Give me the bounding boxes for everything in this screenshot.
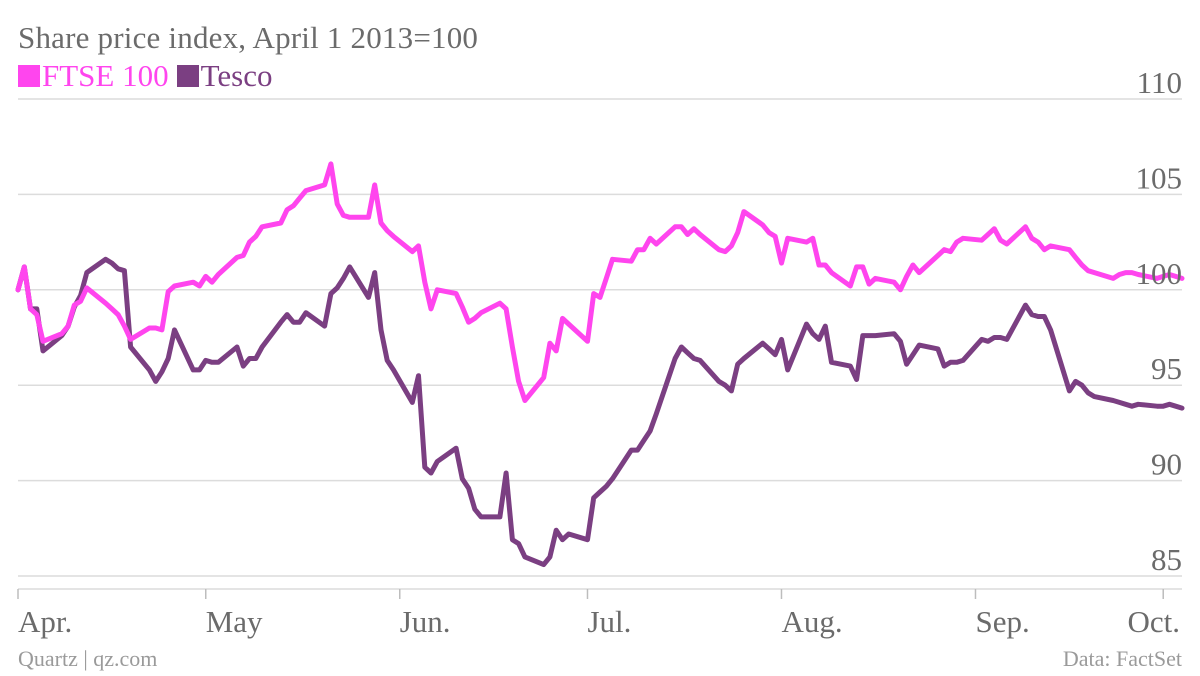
legend-item-ftse: FTSE 100 (18, 58, 169, 94)
y-tick-label-95: 95 (1151, 351, 1182, 386)
y-tick-label-85: 85 (1151, 542, 1182, 577)
legend-label-tesco: Tesco (200, 58, 273, 93)
y-tick-label-100: 100 (1136, 256, 1183, 291)
data-source: Data: FactSet (1062, 646, 1182, 671)
x-tick-label-may: May (206, 604, 263, 639)
y-tick-label-90: 90 (1151, 447, 1182, 482)
legend-swatch-tesco (176, 65, 199, 87)
legend-label-ftse: FTSE 100 (42, 58, 169, 93)
x-tick-label-apr: Apr. (18, 604, 72, 639)
source-credit: Quartz | qz.com (18, 646, 158, 671)
x-tick-label-jun: Jun. (400, 604, 451, 639)
legend-swatch-ftse (18, 65, 40, 87)
y-tick-label-105: 105 (1136, 160, 1183, 195)
chart-title: Share price index, April 1 2013=100 (18, 20, 479, 55)
y-tick-label-110: 110 (1137, 65, 1182, 100)
x-tick-label-oct: Oct. (1127, 604, 1180, 639)
legend-item-tesco: Tesco (176, 58, 273, 94)
series-line-ftse-100 (15, 161, 1185, 403)
x-tick-label-aug: Aug. (781, 604, 842, 639)
x-tick-label-sep: Sep. (975, 604, 1029, 639)
x-tick-label-jul: Jul. (587, 604, 631, 639)
legend: FTSE 100 Tesco (18, 58, 272, 94)
series-line-tesco (15, 256, 1185, 568)
